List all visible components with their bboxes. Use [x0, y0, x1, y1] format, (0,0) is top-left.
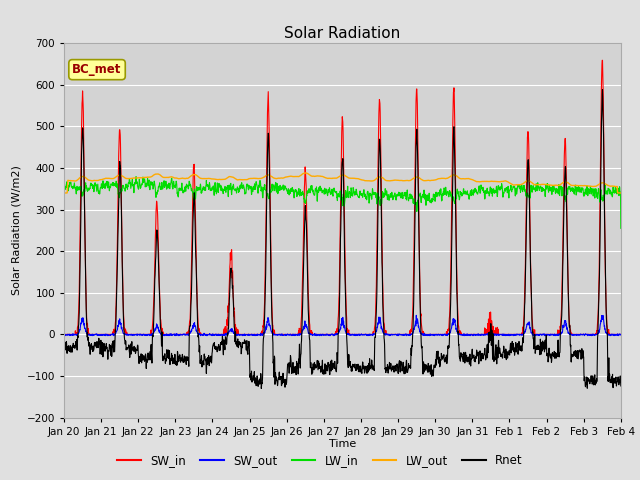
Rnet	[584, 385, 591, 391]
Rnet	[257, 385, 265, 391]
Y-axis label: Solar Radiation (W/m2): Solar Radiation (W/m2)	[11, 166, 21, 295]
Text: BC_met: BC_met	[72, 63, 122, 76]
SW_in	[568, 330, 575, 336]
SW_in	[617, 332, 625, 337]
Rnet	[598, 87, 606, 93]
LW_in	[584, 187, 591, 193]
X-axis label: Time: Time	[329, 439, 356, 449]
Line: SW_in: SW_in	[64, 60, 621, 335]
Line: Rnet: Rnet	[64, 90, 621, 388]
LW_out	[371, 177, 379, 183]
SW_out	[505, 331, 513, 337]
LW_out	[617, 190, 625, 196]
SW_out	[371, 331, 379, 337]
Rnet	[617, 383, 625, 389]
LW_in	[216, 181, 223, 187]
LW_in	[617, 226, 625, 231]
SW_in	[371, 325, 378, 331]
Rnet	[568, 353, 575, 359]
SW_out	[584, 332, 591, 338]
SW_out	[61, 333, 69, 338]
LW_out	[584, 183, 591, 189]
Line: LW_out: LW_out	[64, 173, 621, 193]
LW_out	[301, 170, 309, 176]
LW_in	[504, 189, 512, 194]
Rnet	[371, 335, 379, 341]
LW_out	[504, 180, 512, 185]
SW_out	[412, 312, 420, 318]
LW_in	[359, 194, 367, 200]
LW_in	[568, 186, 575, 192]
SW_in	[60, 332, 68, 337]
SW_out	[359, 332, 367, 338]
LW_out	[568, 182, 575, 188]
SW_in	[504, 332, 512, 337]
Line: SW_out: SW_out	[64, 315, 621, 336]
LW_in	[371, 191, 379, 197]
SW_out	[216, 332, 223, 337]
Rnet	[359, 359, 367, 365]
LW_in	[60, 226, 68, 231]
Rnet	[504, 349, 512, 355]
Legend: SW_in, SW_out, LW_in, LW_out, Rnet: SW_in, SW_out, LW_in, LW_out, Rnet	[113, 449, 527, 472]
SW_out	[617, 331, 625, 337]
LW_out	[359, 177, 367, 183]
SW_in	[583, 332, 591, 337]
LW_in	[132, 174, 140, 180]
Title: Solar Radiation: Solar Radiation	[284, 25, 401, 41]
Line: LW_in: LW_in	[64, 177, 621, 228]
Rnet	[60, 338, 68, 344]
LW_out	[216, 177, 223, 182]
SW_in	[358, 332, 366, 337]
Rnet	[216, 348, 223, 353]
SW_out	[568, 332, 576, 338]
SW_in	[216, 332, 223, 337]
SW_out	[60, 332, 68, 337]
LW_out	[60, 190, 68, 196]
SW_in	[598, 58, 606, 63]
